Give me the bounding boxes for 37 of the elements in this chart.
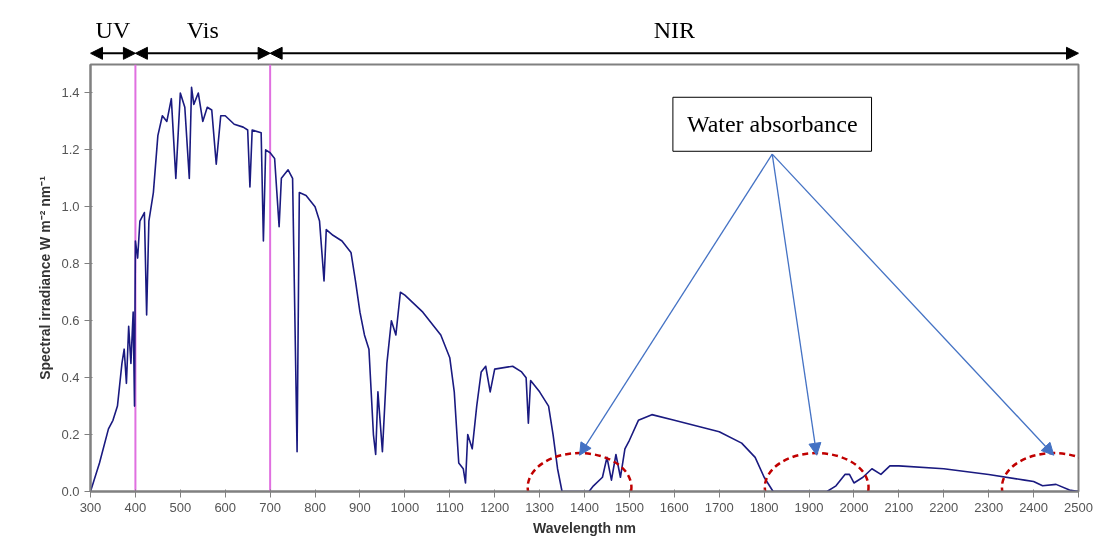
y-tick-label: 0.0	[61, 484, 80, 499]
text: NIR	[653, 16, 695, 43]
x-tick-label: 900	[349, 499, 371, 515]
x-tick-label: 1600	[659, 499, 689, 515]
x-tick-label: 1400	[570, 499, 599, 515]
y-tick-label: 0.4	[61, 370, 80, 386]
y-tick-label: 1.4	[61, 85, 80, 101]
y-tick-label: 0.2	[61, 427, 80, 443]
x-tick-label: 2500	[1064, 499, 1093, 515]
x-tick-label: 1000	[390, 499, 420, 515]
x-tick-label: 1100	[435, 499, 464, 515]
annotation: Water absorbance	[686, 111, 858, 138]
x-tick-label: 300	[79, 499, 102, 515]
x-tick-label: 1200	[480, 499, 510, 515]
y-tick-label: 0.8	[61, 256, 80, 272]
x-tick-label: 1900	[794, 499, 824, 515]
x-tick-label: 500	[169, 499, 192, 515]
text: UV	[95, 16, 131, 43]
x-tick-label: 800	[304, 499, 326, 515]
x-tick-label: 400	[124, 499, 147, 515]
y-tick-label: 1.2	[61, 142, 80, 158]
text: Vis	[186, 16, 219, 43]
y-tick-label: 1.0	[61, 199, 80, 215]
x-tick-label: 1800	[749, 499, 779, 515]
y-axis-title: Spectral irradiance W m⁻² nm⁻¹	[37, 175, 54, 380]
y-tick-label: 0.6	[61, 313, 80, 329]
x-axis-title: Wavelength nm	[533, 519, 636, 536]
x-tick-label: 1500	[614, 499, 644, 515]
x-tick-label: 2200	[929, 499, 959, 515]
x-tick-label: 2000	[839, 499, 869, 515]
x-tick-label: 1700	[704, 499, 734, 515]
x-tick-label: 2300	[974, 499, 1004, 515]
x-tick-label: 2100	[884, 499, 914, 515]
x-tick-label: 2400	[1019, 499, 1049, 515]
x-tick-label: 600	[214, 499, 237, 515]
x-tick-label: 700	[259, 499, 281, 515]
x-tick-label: 1300	[525, 499, 555, 515]
